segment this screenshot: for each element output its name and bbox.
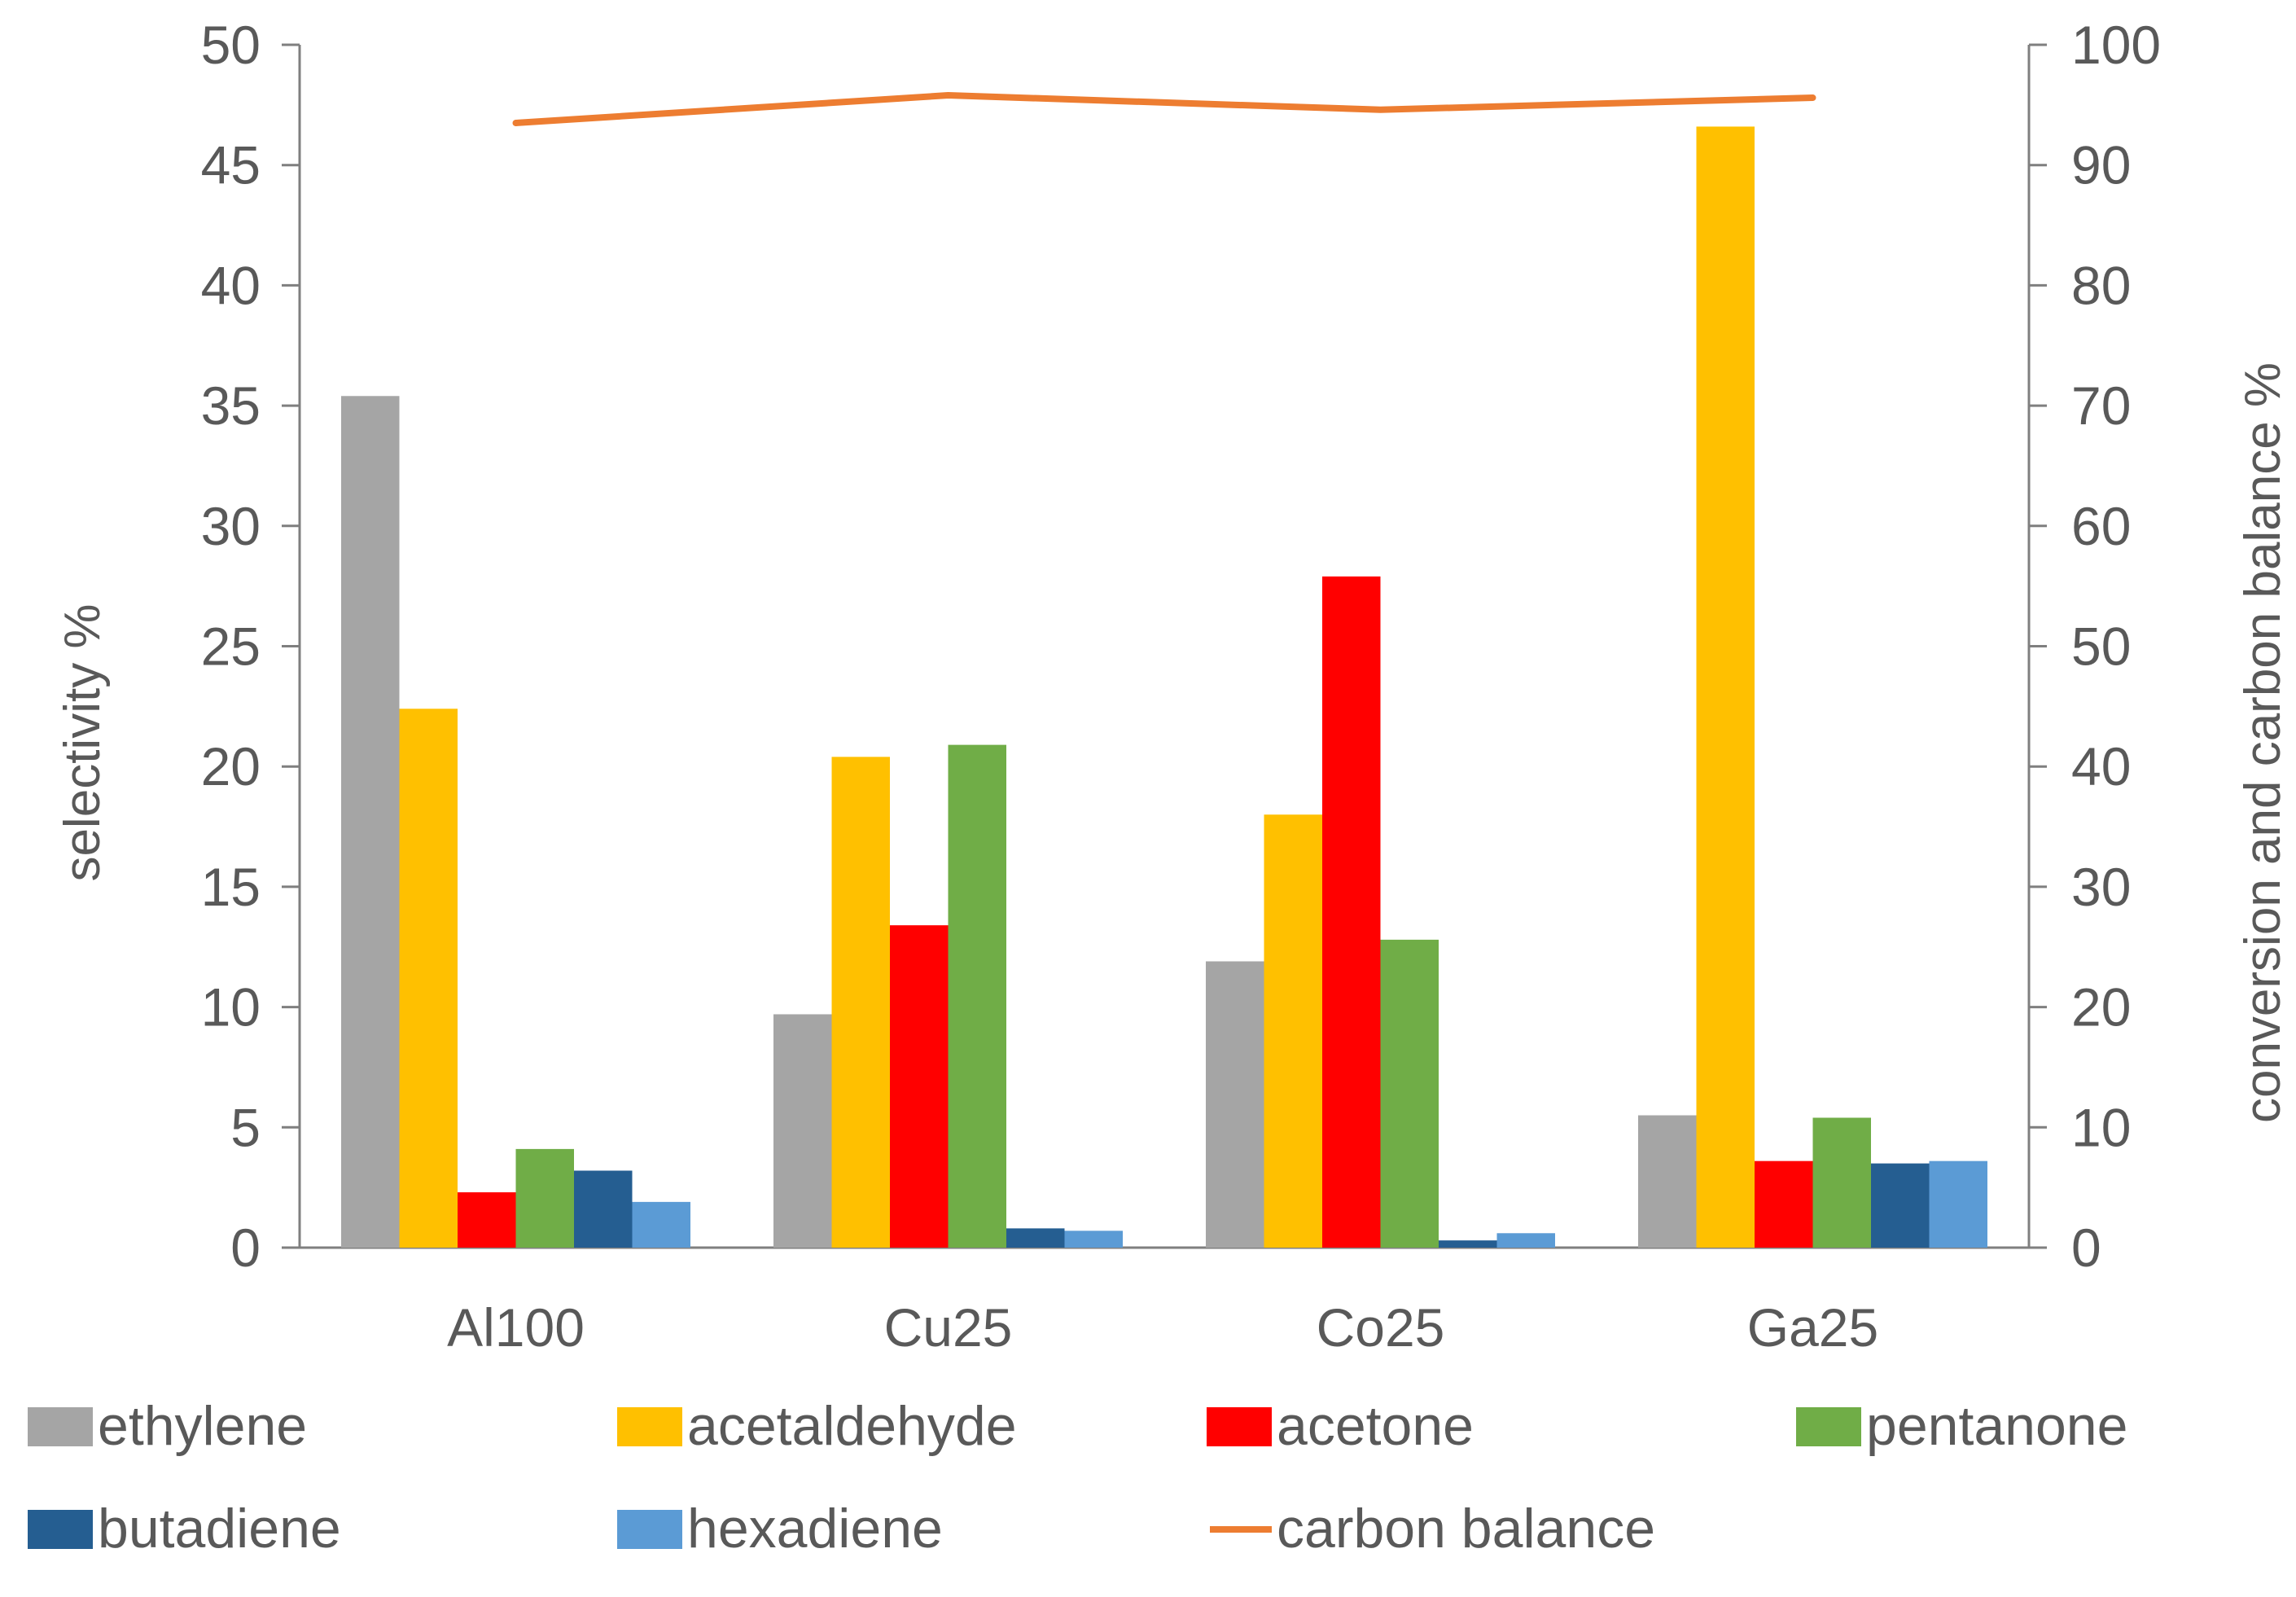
legend-swatch-pentanone [1796, 1407, 1861, 1446]
bar-acetone-Cu25 [890, 925, 949, 1248]
bar-hexadiene-Ga25 [1929, 1160, 1987, 1248]
y-tick-label: 20 [201, 736, 261, 796]
x-category-label: Ga25 [1747, 1297, 1878, 1358]
y2-tick-label: 40 [2071, 736, 2131, 796]
tick-labels: 0 5 10 15 20 25 30 35 40 45 50 0 10 20 30 40 50 60 70 80 90 1… [201, 15, 2162, 1278]
legend-label: ethylene [98, 1395, 307, 1457]
legend-label: hexadiene [687, 1498, 943, 1560]
line-series [512, 92, 1816, 127]
bar-ethylene-Co25 [1206, 961, 1264, 1248]
bar-acetone-Ga25 [1755, 1160, 1813, 1248]
y-tick-label: 40 [201, 255, 261, 315]
y-tick-label: 10 [201, 977, 261, 1038]
legend-swatch-acetone [1207, 1407, 1272, 1446]
y-tick-label: 50 [201, 15, 261, 75]
y-tick-label: 0 [230, 1217, 261, 1278]
legend-swatch-hexadiene [617, 1510, 682, 1549]
x-category-label: Al100 [447, 1297, 585, 1358]
y2-tick-label: 100 [2071, 15, 2161, 75]
y2-tick-label: 20 [2071, 977, 2131, 1038]
bar-ethylene-Ga25 [1638, 1115, 1697, 1248]
legend-label: carbon balance [1277, 1498, 1655, 1560]
bar-butadiene-Ga25 [1871, 1163, 1930, 1248]
bar-butadiene-Co25 [1439, 1240, 1497, 1248]
y2-tick-label: 80 [2071, 255, 2131, 315]
bar-butadiene-Cu25 [1006, 1228, 1065, 1248]
category-labels: Al100 Cu25 Co25 Ga25 [447, 1297, 1878, 1358]
bar-acetaldehyde-Al100 [399, 709, 458, 1248]
legend-swatch-ethylene [28, 1407, 93, 1446]
bar-pentanone-Cu25 [948, 744, 1006, 1248]
bar-pentanone-Al100 [515, 1148, 574, 1248]
bar-hexadiene-Co25 [1496, 1233, 1555, 1248]
y2-tick-label: 0 [2071, 1217, 2101, 1278]
y-tick-label: 35 [201, 375, 261, 436]
bar-acetone-Co25 [1322, 576, 1381, 1248]
bar-acetaldehyde-Co25 [1264, 814, 1322, 1248]
y2-tick-label: 70 [2071, 375, 2131, 436]
axes [298, 45, 2031, 1249]
bar-hexadiene-Al100 [632, 1201, 690, 1248]
bar-ethylene-Al100 [341, 396, 400, 1248]
bar-hexadiene-Cu25 [1064, 1231, 1123, 1248]
bar-pentanone-Ga25 [1812, 1117, 1871, 1248]
bar-butadiene-Al100 [574, 1170, 633, 1248]
y-axis-title: selectivity % [55, 603, 111, 881]
bar-ethylene-Cu25 [773, 1014, 832, 1248]
y2-tick-label: 10 [2071, 1097, 2131, 1157]
x-category-label: Cu25 [884, 1297, 1013, 1358]
y2-tick-label: 90 [2071, 135, 2131, 195]
legend-swatch-acetaldehyde [617, 1407, 682, 1446]
bars [341, 126, 1987, 1248]
legend-label: acetaldehyde [687, 1395, 1017, 1457]
x-category-label: Co25 [1317, 1297, 1445, 1358]
y2-tick-label: 60 [2071, 496, 2131, 556]
bar-pentanone-Co25 [1380, 939, 1439, 1248]
y2-axis-title: conversion and carbon balance % [2235, 362, 2291, 1123]
y2-tick-label: 30 [2071, 857, 2131, 917]
bar-acetaldehyde-Ga25 [1696, 126, 1755, 1248]
legend-label: acetone [1277, 1395, 1474, 1457]
line-carbon-balance [512, 92, 1816, 127]
y-tick-label: 45 [201, 135, 261, 195]
legend-label: butadiene [98, 1498, 341, 1560]
bar-acetone-Al100 [458, 1192, 516, 1248]
legend-label: pentanone [1866, 1395, 2127, 1457]
y-tick-label: 5 [230, 1097, 261, 1157]
y-tick-label: 30 [201, 496, 261, 556]
legend-swatch-butadiene [28, 1510, 93, 1549]
y2-tick-label: 50 [2071, 616, 2131, 677]
legend: ethylene acetaldehyde acetone pentanone buta… [28, 1395, 2127, 1560]
y-tick-label: 25 [201, 616, 261, 677]
y-tick-label: 15 [201, 857, 261, 917]
bar-acetaldehyde-Cu25 [831, 757, 890, 1248]
